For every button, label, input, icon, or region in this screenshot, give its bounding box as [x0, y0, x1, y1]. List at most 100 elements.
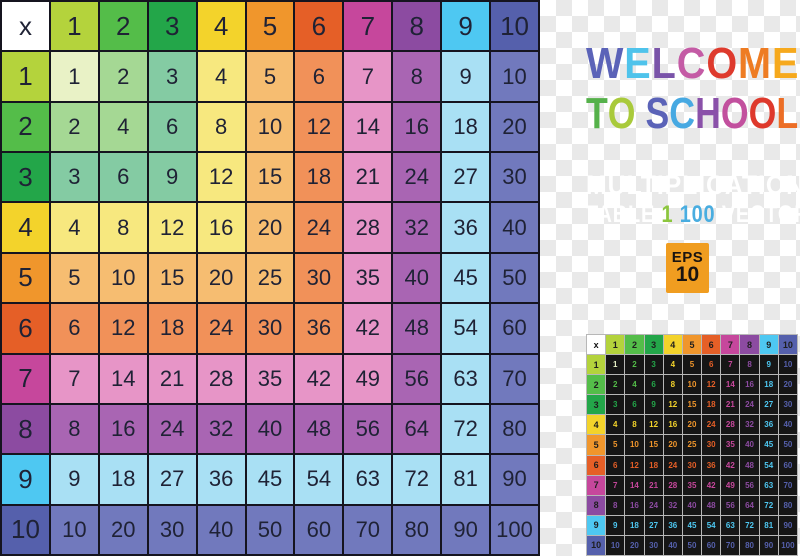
small-table-cell: 15 — [682, 395, 702, 415]
table-cell: 80 — [393, 505, 441, 554]
table-cell: 18 — [99, 455, 147, 504]
table-cell: 27 — [148, 455, 196, 504]
table-cell: 12 — [197, 153, 245, 202]
table-col-header: 4 — [197, 2, 245, 51]
small-table-row-header: 5 — [587, 435, 606, 455]
small-table-col-header: 4 — [663, 335, 682, 355]
small-table-row-header: 8 — [587, 495, 606, 515]
table-cell: 32 — [197, 404, 245, 454]
table-cell: 40 — [246, 404, 294, 454]
table-cell: 24 — [295, 203, 343, 252]
small-table-cell: 30 — [644, 535, 663, 555]
small-table-cell: 12 — [702, 375, 721, 395]
table-cell: 80 — [491, 404, 538, 454]
table-cell: 15 — [246, 153, 294, 202]
small-table-cell: 42 — [721, 455, 740, 475]
small-table-cell: 42 — [702, 475, 721, 495]
table-cell: 6 — [295, 52, 343, 101]
table-cell: 90 — [442, 505, 490, 554]
to-school-letter: O — [720, 89, 749, 138]
small-table-cell: 18 — [759, 375, 778, 395]
small-table-cell: 40 — [682, 495, 702, 515]
small-table-cell: 50 — [778, 435, 797, 455]
table-cell: 21 — [344, 153, 392, 202]
small-table-cell: 12 — [663, 395, 682, 415]
small-table-cell: 56 — [740, 475, 759, 495]
small-table-cell: 24 — [702, 415, 721, 435]
small-table-cell: 7 — [606, 475, 625, 495]
small-table-cell: 72 — [759, 495, 778, 515]
table-cell: 20 — [99, 505, 147, 554]
small-table-cell: 10 — [778, 355, 797, 375]
table-cell: 56 — [344, 404, 392, 454]
table-cell: 30 — [148, 505, 196, 554]
table-cell: 54 — [442, 304, 490, 353]
table-cell: 3 — [50, 153, 98, 202]
watermark-part: 1 — [661, 201, 674, 228]
small-table-corner-cell: x — [587, 335, 606, 355]
small-table-cell: 25 — [682, 435, 702, 455]
small-table-cell: 12 — [644, 415, 663, 435]
table-cell: 30 — [295, 253, 343, 303]
table-row-header: 5 — [2, 253, 49, 303]
table-row-header: 10 — [2, 505, 49, 554]
small-table-cell: 56 — [721, 495, 740, 515]
small-table-cell: 5 — [682, 355, 702, 375]
watermark-multiplication-label: MULTIPLICATION — [586, 170, 800, 200]
small-table-cell: 60 — [778, 455, 797, 475]
small-table-cell: 90 — [759, 535, 778, 555]
table-col-header: 7 — [344, 2, 392, 51]
small-table-cell: 30 — [702, 435, 721, 455]
welcome-letter: E — [771, 39, 799, 88]
small-table-cell: 3 — [644, 355, 663, 375]
small-table-cell: 8 — [606, 495, 625, 515]
table-cell: 8 — [99, 203, 147, 252]
small-table-cell: 48 — [740, 455, 759, 475]
small-table-cell: 24 — [663, 455, 682, 475]
small-table-cell: 6 — [606, 455, 625, 475]
to-school-letter: O — [748, 89, 777, 138]
table-cell: 70 — [491, 354, 538, 403]
table-row-header: 6 — [2, 304, 49, 353]
table-cell: 50 — [491, 253, 538, 303]
small-table-cell: 45 — [759, 435, 778, 455]
small-table-cell: 20 — [682, 415, 702, 435]
small-table-cell: 2 — [625, 355, 644, 375]
table-cell: 81 — [442, 455, 490, 504]
table-cell: 15 — [148, 253, 196, 303]
multiplication-table-small-dark: x 1 2 3 4 5 6 7 8 9 10 1 1 2 3 4 5 6 7 8 9 10 2 2 4 6 8 10 12 14 16 18 2… — [586, 334, 798, 556]
table-cell: 1 — [50, 52, 98, 101]
table-cell: 63 — [442, 354, 490, 403]
to-school-letter: S — [645, 89, 670, 138]
small-table-cell: 81 — [759, 515, 778, 535]
table-cell: 14 — [99, 354, 147, 403]
small-table-cell: 30 — [778, 395, 797, 415]
table-cell: 6 — [99, 153, 147, 202]
table-cell: 20 — [197, 253, 245, 303]
table-cell: 25 — [246, 253, 294, 303]
table-cell: 20 — [246, 203, 294, 252]
table-cell: 72 — [442, 404, 490, 454]
small-table-col-header: 5 — [682, 335, 702, 355]
table-col-header: 6 — [295, 2, 343, 51]
small-table-cell: 36 — [702, 455, 721, 475]
small-table-cell: 8 — [740, 355, 759, 375]
to-school-letter — [636, 92, 646, 136]
table-cell: 28 — [197, 354, 245, 403]
table-cell: 21 — [148, 354, 196, 403]
table-col-header: 8 — [393, 2, 441, 51]
small-table-cell: 6 — [625, 395, 644, 415]
table-cell: 40 — [393, 253, 441, 303]
table-cell: 4 — [50, 203, 98, 252]
table-cell: 35 — [246, 354, 294, 403]
small-table-cell: 16 — [625, 495, 644, 515]
to-school-letter: C — [669, 89, 696, 138]
eps-badge-bottom-label: 10 — [675, 263, 700, 287]
table-cell: 9 — [442, 52, 490, 101]
table-cell: 36 — [442, 203, 490, 252]
small-table-cell: 6 — [702, 355, 721, 375]
small-table-cell: 10 — [606, 535, 625, 555]
small-table-cell: 32 — [663, 495, 682, 515]
small-table-cell: 64 — [740, 495, 759, 515]
watermark-part: VECTOR — [721, 201, 800, 228]
